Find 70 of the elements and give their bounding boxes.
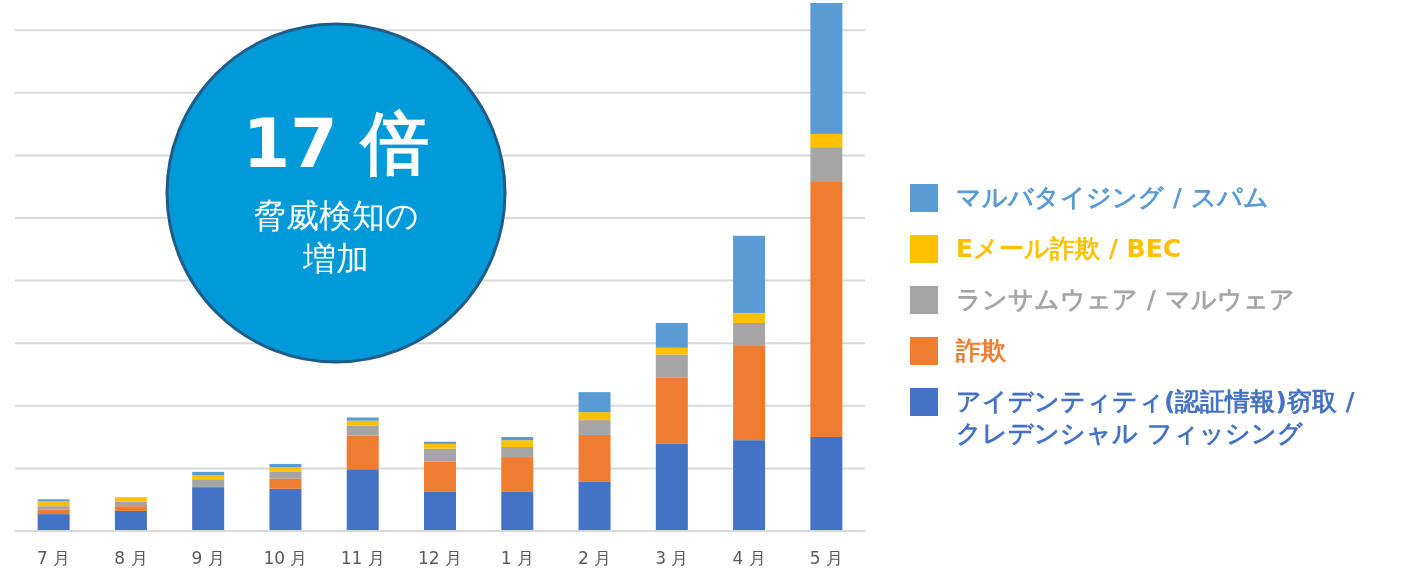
- x-tick-label: 8 月: [114, 548, 148, 568]
- bar: [37, 506, 70, 510]
- bar: [501, 447, 534, 458]
- bar: [578, 481, 611, 531]
- bar: [424, 441, 456, 444]
- bar: [269, 488, 302, 531]
- bar: [655, 354, 688, 378]
- bar: [424, 448, 456, 462]
- bar: [192, 487, 225, 531]
- x-tick-label: 12 月: [417, 548, 463, 568]
- bar: [37, 509, 70, 515]
- bar: [424, 461, 456, 492]
- bar: [269, 463, 302, 468]
- bar: [733, 312, 766, 323]
- legend-label: ランサムウェア / マルウェア: [956, 284, 1295, 316]
- bar: [578, 434, 611, 482]
- bar: [114, 510, 147, 531]
- bar: [810, 147, 843, 182]
- legend-label: Eメール詐欺 / BEC: [956, 233, 1182, 265]
- bar: [655, 443, 688, 531]
- bar: [733, 235, 766, 313]
- x-tick-label: 9 月: [191, 548, 225, 568]
- bar: [655, 377, 688, 444]
- x-tick-label: 5 月: [809, 548, 843, 568]
- bar: [346, 425, 379, 436]
- bar: [733, 322, 766, 346]
- bar: [810, 437, 843, 531]
- bar: [114, 506, 147, 511]
- bar: [501, 491, 534, 531]
- bar: [810, 181, 843, 438]
- bar: [114, 497, 147, 502]
- bar: [269, 478, 302, 489]
- bar: [346, 469, 379, 531]
- bar: [269, 471, 302, 479]
- bar: [346, 417, 379, 421]
- bar: [192, 471, 225, 476]
- annotation: 脅威検知の増加: [252, 195, 420, 280]
- x-tick-label: 7 月: [37, 548, 71, 568]
- bar: [578, 412, 611, 421]
- bar: [810, 133, 843, 148]
- x-tick-label: 1 月: [500, 548, 534, 568]
- bar: [733, 345, 766, 441]
- x-tick-label: 2 月: [577, 548, 612, 568]
- bar: [114, 501, 147, 507]
- bar: [37, 499, 70, 502]
- bar: [192, 475, 225, 480]
- bar: [501, 440, 534, 448]
- bar: [655, 322, 688, 348]
- x-tick-label: 4 月: [732, 548, 766, 568]
- bar: [578, 420, 611, 435]
- bar: [424, 443, 456, 449]
- bar: [424, 491, 456, 531]
- bar: [501, 457, 534, 492]
- bar: [37, 501, 70, 507]
- bar: [269, 467, 302, 472]
- bar: [192, 479, 225, 488]
- annotation: 17 倍: [241, 103, 431, 185]
- bar: [346, 435, 379, 470]
- bar: [578, 392, 611, 413]
- legend-label: アイデンティティ(認証情報)窃取 / クレデンシャル フィッシング: [956, 386, 1356, 450]
- bar: [810, 3, 843, 134]
- legend-label: マルバタイジング / スパム: [956, 182, 1269, 214]
- bar: [501, 437, 534, 441]
- x-tick-label: 11 月: [340, 548, 385, 568]
- bar: [733, 440, 766, 531]
- legend-label: 詐欺: [956, 335, 1006, 367]
- bar: [37, 514, 70, 531]
- x-tick-label: 10 月: [263, 548, 308, 568]
- x-tick-label: 3 月: [655, 548, 689, 568]
- bar: [655, 347, 688, 355]
